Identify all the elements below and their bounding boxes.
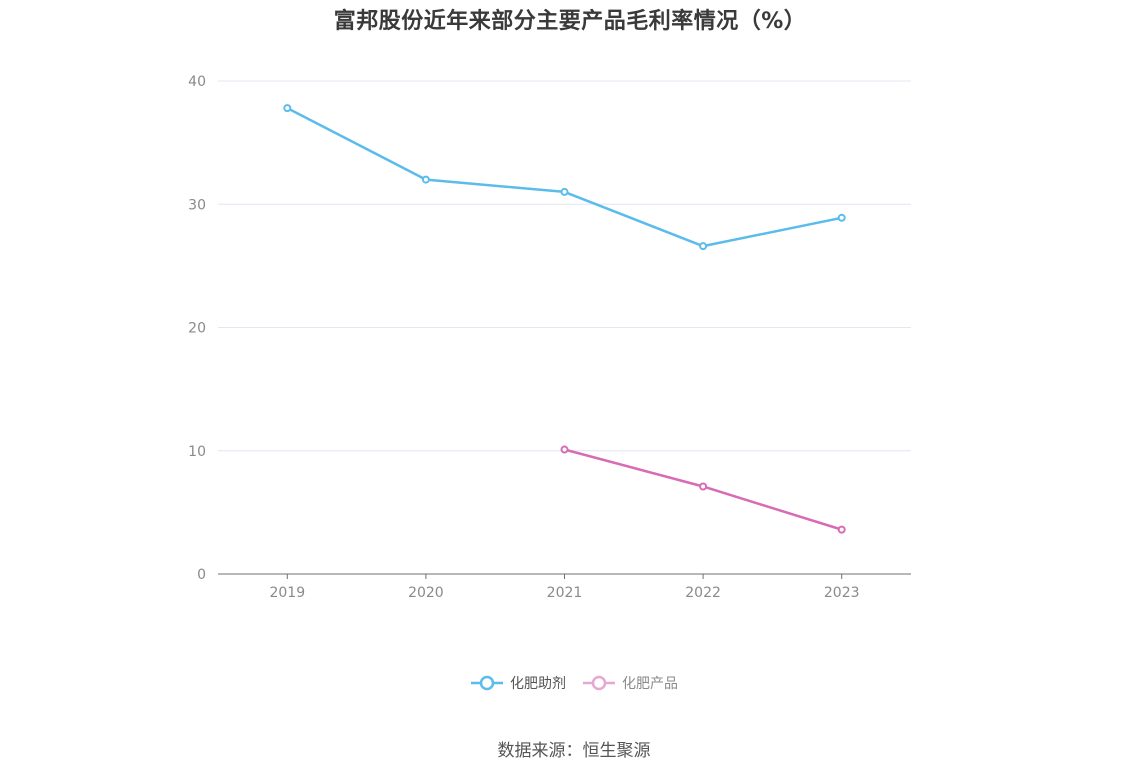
x-tick-label: 2023 [824, 585, 860, 601]
data-point [699, 242, 708, 251]
data-source-note: 数据来源：恒生聚源 [497, 741, 651, 761]
y-tick-label: 40 [188, 74, 206, 90]
legend-item-1[interactable]: 化肥产品 [582, 673, 678, 693]
grid-layer [218, 80, 911, 452]
data-point [560, 445, 569, 454]
y-tick-label: 0 [197, 567, 206, 583]
legend-marker-icon [471, 675, 503, 691]
legend-label: 化肥产品 [622, 676, 678, 692]
series-line-0 [286, 107, 842, 248]
y-tick-label: 10 [188, 444, 206, 460]
x-tick-label: 2020 [408, 585, 444, 601]
y-tick-label: 20 [188, 321, 206, 337]
data-point [837, 213, 846, 222]
data-point [421, 175, 430, 184]
x-tick-label: 2022 [685, 585, 721, 601]
legend-item-0[interactable]: 化肥助剂 [470, 673, 566, 693]
axis-layer: 0 10 20 30 40 2019 2020 2021 2022 2023 [188, 74, 911, 601]
data-point [283, 104, 292, 113]
data-point [560, 187, 569, 196]
x-tick-label: 2019 [269, 585, 305, 601]
x-tick-label: 2021 [547, 585, 583, 601]
series-layer [283, 104, 846, 534]
data-point [699, 482, 708, 491]
y-tick-label: 30 [188, 197, 206, 213]
chart-title: 富邦股份近年来部分主要产品毛利率情况（%） [333, 9, 807, 34]
legend-label: 化肥助剂 [510, 676, 566, 692]
data-point [837, 525, 846, 534]
legend: 化肥助剂 化肥产品 [0, 673, 1148, 693]
legend-marker-icon [583, 675, 615, 691]
